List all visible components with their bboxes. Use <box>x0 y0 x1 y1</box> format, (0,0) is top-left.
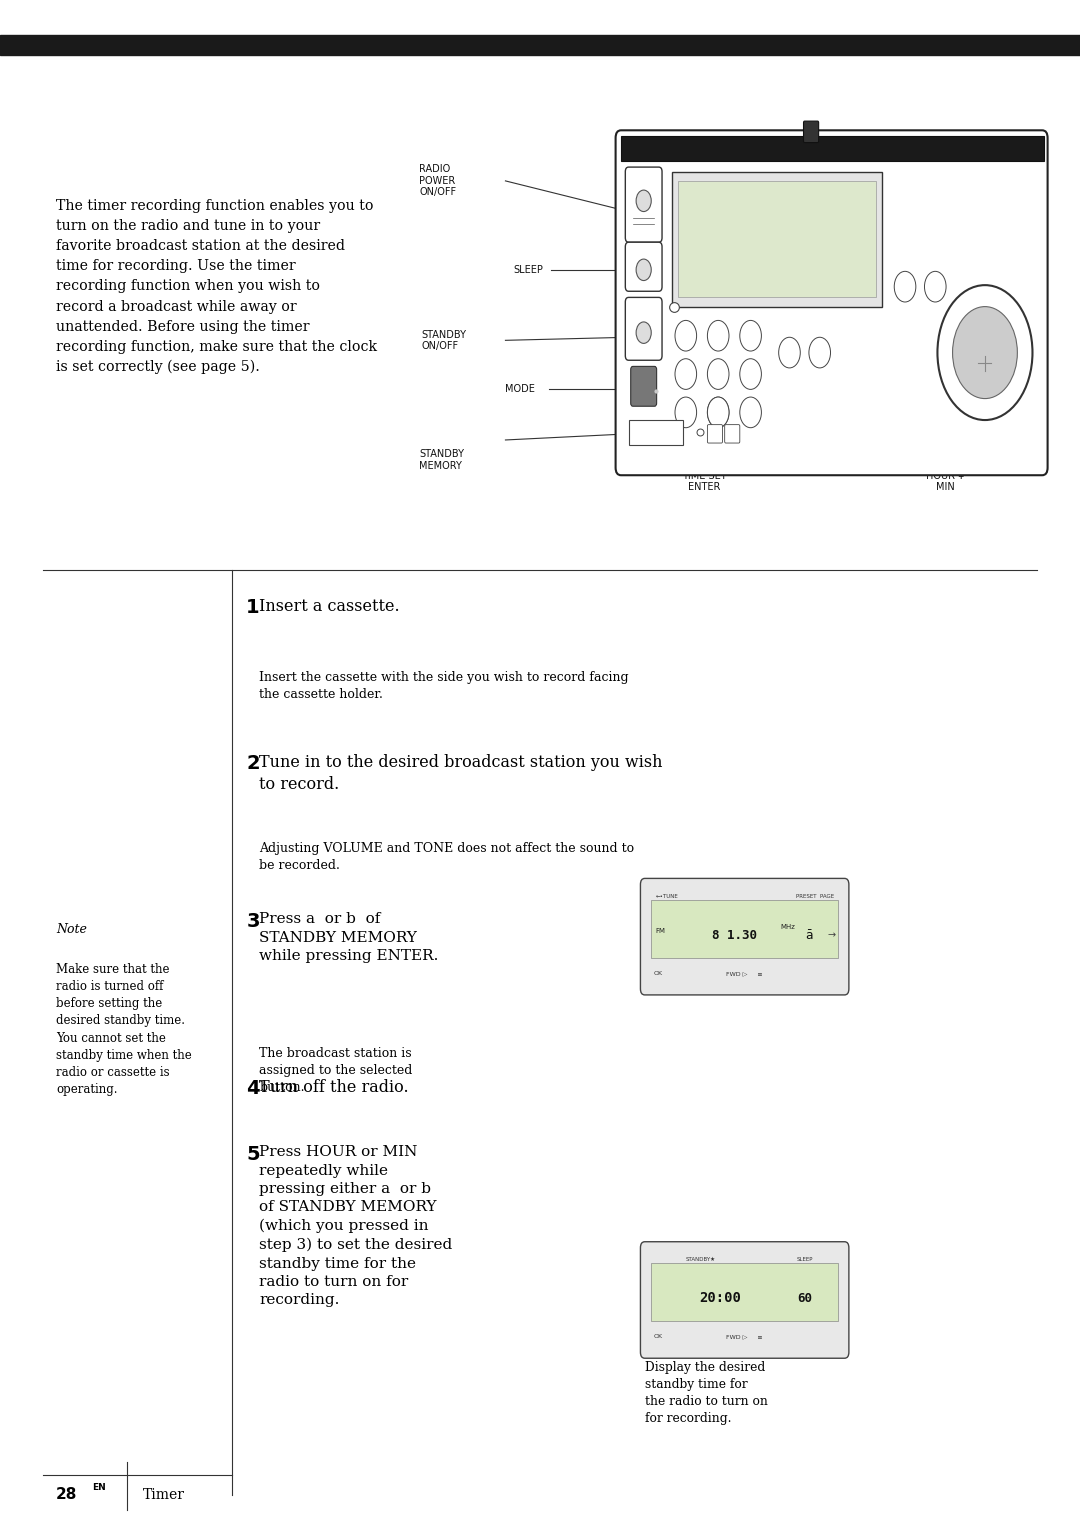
Text: The broadcast station is
assigned to the selected
button.: The broadcast station is assigned to the… <box>259 1047 413 1095</box>
Bar <box>651 1263 838 1321</box>
Text: OK: OK <box>653 970 662 977</box>
Text: SLEEP: SLEEP <box>513 265 543 274</box>
Text: The timer recording function enables you to
turn on the radio and tune in to you: The timer recording function enables you… <box>56 199 377 374</box>
Text: 20:00: 20:00 <box>700 1291 742 1306</box>
FancyBboxPatch shape <box>625 297 662 360</box>
Circle shape <box>707 359 729 389</box>
Text: STANDBY
ON/OFF: STANDBY ON/OFF <box>421 330 467 351</box>
Text: Note: Note <box>56 923 87 935</box>
FancyBboxPatch shape <box>725 425 740 443</box>
Text: Display the desired
standby time for
the radio to turn on
for recording.: Display the desired standby time for the… <box>645 1361 768 1426</box>
Text: 4: 4 <box>246 1079 260 1098</box>
FancyBboxPatch shape <box>804 121 819 143</box>
Text: Press a  or b  of
STANDBY MEMORY
while pressing ENTER.: Press a or b of STANDBY MEMORY while pre… <box>259 912 438 963</box>
Circle shape <box>636 259 651 281</box>
Circle shape <box>707 397 729 428</box>
Text: 5: 5 <box>246 1145 260 1164</box>
Text: 3: 3 <box>246 912 260 931</box>
Text: STANDBY
MEMORY: STANDBY MEMORY <box>419 449 464 471</box>
Bar <box>621 136 1044 161</box>
Text: 1: 1 <box>246 598 260 616</box>
Circle shape <box>636 322 651 343</box>
Circle shape <box>937 285 1032 420</box>
FancyBboxPatch shape <box>631 366 657 406</box>
FancyBboxPatch shape <box>616 130 1048 475</box>
Text: RADIO
POWER
ON/OFF: RADIO POWER ON/OFF <box>419 164 456 198</box>
Bar <box>629 420 683 445</box>
Text: FWD ▷     ≡: FWD ▷ ≡ <box>727 970 762 977</box>
Text: STANDBY★: STANDBY★ <box>686 1257 716 1262</box>
Circle shape <box>894 271 916 302</box>
Text: Adjusting VOLUME and TONE does not affect the sound to
be recorded.: Adjusting VOLUME and TONE does not affec… <box>259 842 634 872</box>
Circle shape <box>779 337 800 368</box>
Text: Insert a cassette.: Insert a cassette. <box>259 598 400 615</box>
Text: FWD ▷     ≡: FWD ▷ ≡ <box>727 1334 762 1340</box>
Text: EN: EN <box>92 1482 106 1492</box>
Bar <box>0 35 1080 55</box>
Text: 60: 60 <box>797 1292 812 1305</box>
Circle shape <box>675 397 697 428</box>
Circle shape <box>740 397 761 428</box>
Text: →: → <box>827 931 836 940</box>
Text: Timer: Timer <box>143 1487 185 1502</box>
Text: Turn off the radio.: Turn off the radio. <box>259 1079 409 1096</box>
Text: MODE: MODE <box>505 385 536 394</box>
Text: FM: FM <box>656 927 665 934</box>
Text: Press HOUR or MIN
repeatedly while
pressing either a  or b
of STANDBY MEMORY
(wh: Press HOUR or MIN repeatedly while press… <box>259 1145 453 1308</box>
FancyBboxPatch shape <box>640 1242 849 1358</box>
Text: 2: 2 <box>246 754 260 773</box>
Text: PRESET  PAGE: PRESET PAGE <box>796 894 834 898</box>
Circle shape <box>809 337 831 368</box>
Circle shape <box>924 271 946 302</box>
Circle shape <box>675 359 697 389</box>
Bar <box>678 181 876 297</box>
Circle shape <box>740 320 761 351</box>
Circle shape <box>707 320 729 351</box>
FancyBboxPatch shape <box>625 242 662 291</box>
Circle shape <box>707 397 729 428</box>
Circle shape <box>675 320 697 351</box>
Bar <box>672 172 882 307</box>
Circle shape <box>740 359 761 389</box>
Text: SLEEP: SLEEP <box>796 1257 813 1262</box>
Text: OK: OK <box>653 1334 662 1340</box>
Bar <box>651 900 838 958</box>
Text: Tune in to the desired broadcast station you wish
to record.: Tune in to the desired broadcast station… <box>259 754 663 794</box>
Text: ←•TUNE: ←•TUNE <box>656 894 678 898</box>
Text: MHz: MHz <box>781 924 796 931</box>
Text: HOUR ¥
MIN: HOUR ¥ MIN <box>926 471 964 492</box>
Text: Insert the cassette with the side you wish to record facing
the cassette holder.: Insert the cassette with the side you wi… <box>259 671 629 702</box>
FancyBboxPatch shape <box>640 878 849 995</box>
FancyBboxPatch shape <box>625 167 662 242</box>
FancyBboxPatch shape <box>707 425 723 443</box>
Text: ā: ā <box>805 929 812 941</box>
Circle shape <box>636 190 651 212</box>
Circle shape <box>953 307 1017 399</box>
Text: Make sure that the
radio is turned off
before setting the
desired standby time.
: Make sure that the radio is turned off b… <box>56 963 192 1096</box>
Text: TIME SET
ENTER: TIME SET ENTER <box>681 471 727 492</box>
Text: 8 1.30: 8 1.30 <box>712 929 757 941</box>
Text: 28: 28 <box>56 1487 78 1502</box>
